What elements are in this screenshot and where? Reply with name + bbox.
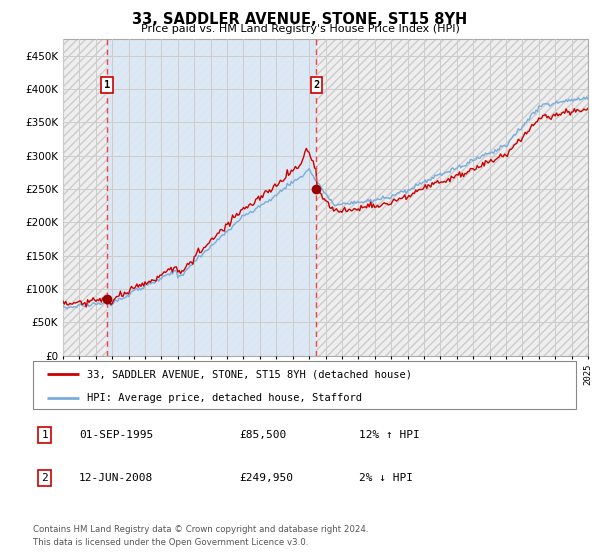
Text: 2: 2 — [41, 473, 49, 483]
Text: £85,500: £85,500 — [239, 430, 287, 440]
Text: This data is licensed under the Open Government Licence v3.0.: This data is licensed under the Open Gov… — [33, 538, 308, 547]
Bar — [107, 39, 316, 356]
Text: 2% ↓ HPI: 2% ↓ HPI — [359, 473, 413, 483]
Text: 01-SEP-1995: 01-SEP-1995 — [79, 430, 154, 440]
Text: 12% ↑ HPI: 12% ↑ HPI — [359, 430, 419, 440]
Text: Contains HM Land Registry data © Crown copyright and database right 2024.: Contains HM Land Registry data © Crown c… — [33, 525, 368, 534]
Text: HPI: Average price, detached house, Stafford: HPI: Average price, detached house, Staf… — [88, 393, 362, 403]
Text: 12-JUN-2008: 12-JUN-2008 — [79, 473, 154, 483]
Text: 2: 2 — [313, 80, 320, 90]
Text: Price paid vs. HM Land Registry's House Price Index (HPI): Price paid vs. HM Land Registry's House … — [140, 24, 460, 34]
Text: £249,950: £249,950 — [239, 473, 293, 483]
Text: 1: 1 — [104, 80, 110, 90]
Text: 33, SADDLER AVENUE, STONE, ST15 8YH: 33, SADDLER AVENUE, STONE, ST15 8YH — [133, 12, 467, 27]
FancyBboxPatch shape — [33, 361, 576, 409]
Text: 1: 1 — [41, 430, 49, 440]
Text: 33, SADDLER AVENUE, STONE, ST15 8YH (detached house): 33, SADDLER AVENUE, STONE, ST15 8YH (det… — [88, 369, 412, 379]
